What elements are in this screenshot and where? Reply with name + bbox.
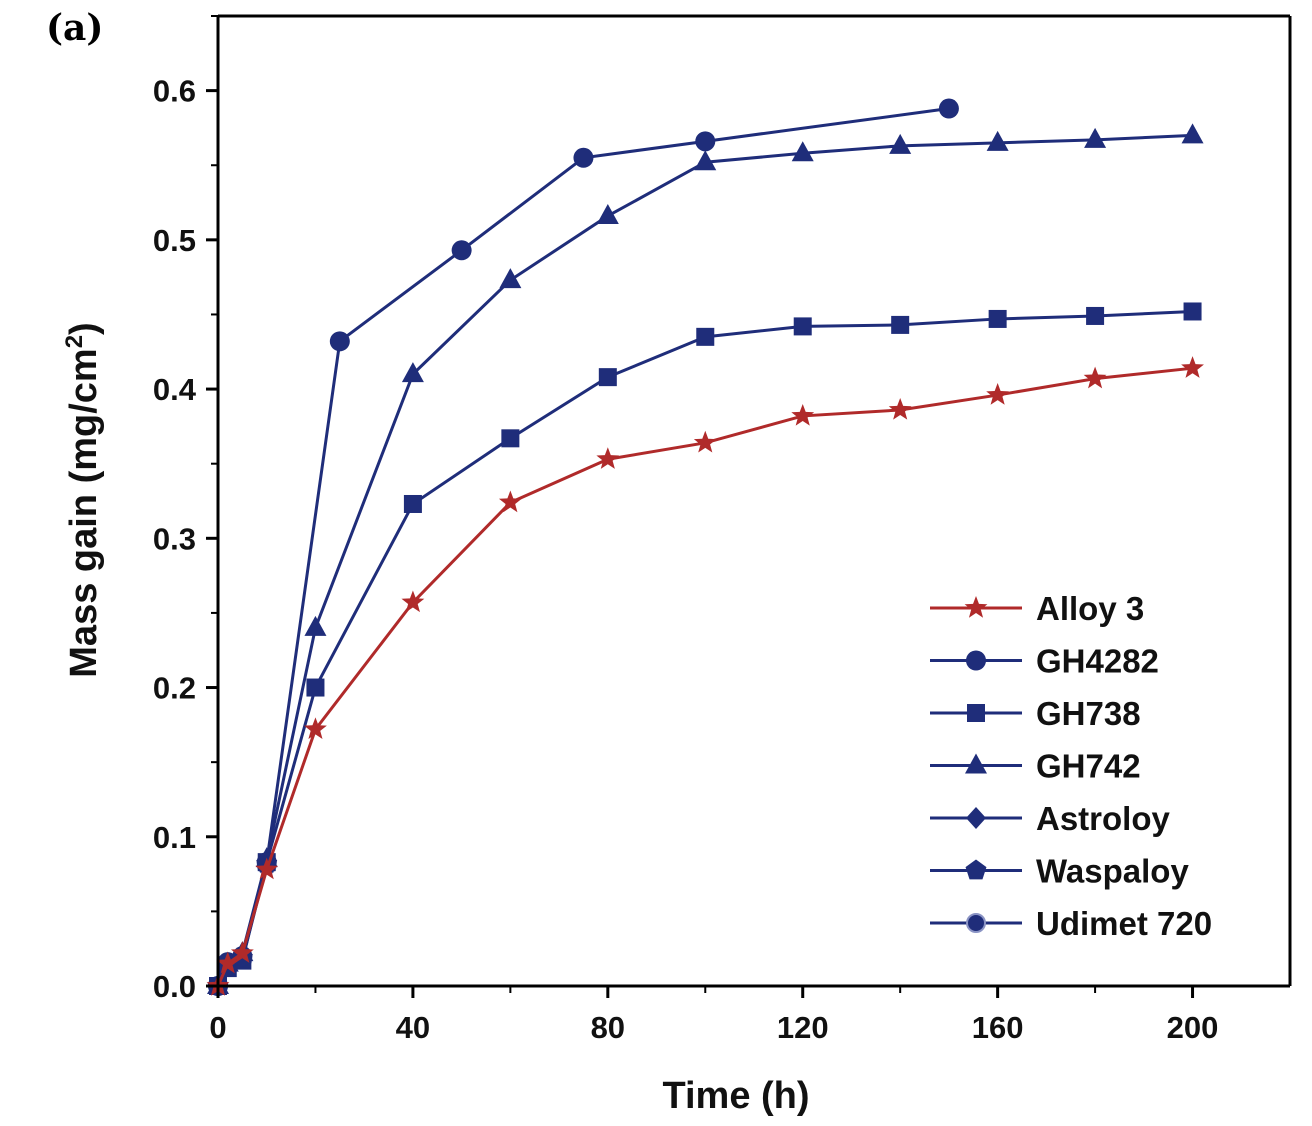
data-point-alloy-3 <box>401 590 425 613</box>
y-tick-label: 0.6 <box>153 74 196 109</box>
legend-marker-gh738 <box>967 704 985 722</box>
x-tick-label: 0 <box>209 1010 226 1045</box>
legend-label-udimet-720: Udimet 720 <box>1036 905 1212 942</box>
data-point-gh742 <box>1084 127 1107 148</box>
data-point-alloy-3 <box>230 941 254 963</box>
data-point-gh4282 <box>329 331 350 352</box>
legend-marker-waspaloy <box>965 859 987 880</box>
data-point-gh738 <box>988 309 1007 328</box>
data-point-gh742 <box>791 141 814 162</box>
y-tick-label: 0.5 <box>153 223 196 258</box>
x-tick-label: 200 <box>1167 1010 1219 1045</box>
y-tick-label: 0.1 <box>153 820 196 855</box>
legend-label-astroloy: Astroloy <box>1036 800 1171 837</box>
series-line-alloy-3 <box>216 366 1193 987</box>
x-tick-label: 80 <box>591 1010 625 1045</box>
data-point-gh738 <box>891 315 910 334</box>
data-point-alloy-3 <box>791 403 815 426</box>
data-point-alloy-3 <box>216 951 240 974</box>
data-point-gh742 <box>694 150 717 171</box>
y-axis-title-superscript: 2 <box>61 335 88 348</box>
data-point-gh738 <box>1086 306 1105 325</box>
legend-label-gh4282: GH4282 <box>1036 643 1159 680</box>
data-point-gh742 <box>596 203 619 224</box>
data-point-gh738 <box>793 317 812 336</box>
legend-entry-gh742: GH742 <box>930 748 1141 785</box>
data-point-gh4282 <box>938 98 959 119</box>
data-point-gh4282 <box>451 240 472 261</box>
legend-marker-gh4282 <box>966 650 986 671</box>
legend-entry-alloy-3: Alloy 3 <box>930 590 1144 627</box>
y-axis-title-main: Mass gain (mg/cm <box>63 348 105 677</box>
legend-marker-udimet-720 <box>966 913 986 933</box>
legend: Alloy 3 GH4282 GH738 GH742 Astroloy Waspaloy U… <box>930 590 1212 942</box>
data-point-gh742 <box>304 615 327 636</box>
data-point-gh4282 <box>695 131 716 152</box>
legend-entry-gh738: GH738 <box>930 695 1141 732</box>
x-tick-label: 120 <box>777 1010 829 1045</box>
y-tick-label: 0.2 <box>153 671 196 706</box>
data-point-gh742 <box>401 362 424 383</box>
data-point-gh4282 <box>573 147 594 168</box>
x-axis-title: Time (h) <box>662 1075 809 1117</box>
data-point-gh738 <box>696 327 715 346</box>
legend-entry-waspaloy: Waspaloy <box>930 853 1189 890</box>
data-point-alloy-3 <box>498 490 522 513</box>
data-point-gh742 <box>1181 123 1204 144</box>
data-point-gh738 <box>501 429 520 448</box>
data-point-gh738 <box>403 494 422 513</box>
data-point-alloy-3 <box>304 717 327 740</box>
data-point-gh738 <box>598 368 617 387</box>
legend-label-alloy-3: Alloy 3 <box>1036 590 1144 627</box>
legend-entry-astroloy: Astroloy <box>930 800 1171 837</box>
legend-label-waspaloy: Waspaloy <box>1036 853 1189 890</box>
legend-label-gh742: GH742 <box>1036 748 1141 785</box>
y-axis-title: Mass gain (mg/cm2) <box>61 322 105 677</box>
legend-entry-gh4282: GH4282 <box>930 643 1159 680</box>
series-layer <box>206 98 1204 997</box>
y-axis-title-close: ) <box>63 322 105 335</box>
data-point-gh742 <box>889 133 912 154</box>
y-tick-label: 0.0 <box>153 969 196 1004</box>
panel-label: (a) <box>46 7 103 49</box>
legend-marker-alloy-3 <box>964 596 988 618</box>
data-point-alloy-3 <box>1083 366 1107 389</box>
data-point-alloy-3 <box>888 397 912 420</box>
legend-marker-astroloy <box>966 807 986 829</box>
data-point-gh738 <box>306 678 325 697</box>
data-point-alloy-3 <box>986 383 1010 405</box>
data-point-gh742 <box>499 268 522 289</box>
legend-label-gh738: GH738 <box>1036 695 1141 732</box>
data-point-alloy-3 <box>1181 356 1204 378</box>
x-tick-label: 40 <box>396 1010 430 1045</box>
data-point-gh742 <box>986 130 1009 151</box>
legend-marker-gh742 <box>965 753 987 774</box>
data-point-gh738 <box>1183 302 1202 321</box>
legend-entry-udimet-720: Udimet 720 <box>930 905 1212 942</box>
y-tick-label: 0.4 <box>153 372 197 407</box>
data-point-alloy-3 <box>596 447 620 469</box>
series-line-gh4282 <box>216 107 950 987</box>
axes-layer <box>216 14 1292 988</box>
data-point-alloy-3 <box>693 430 717 453</box>
y-tick-label: 0.3 <box>153 521 196 556</box>
x-tick-label: 160 <box>972 1010 1024 1045</box>
data-point-alloy-3 <box>255 857 279 880</box>
tick-layer: 0 40 80 120 160 200 0.0 0.1 0.2 0.3 0.4 0.5 0.6 <box>153 15 1219 1045</box>
